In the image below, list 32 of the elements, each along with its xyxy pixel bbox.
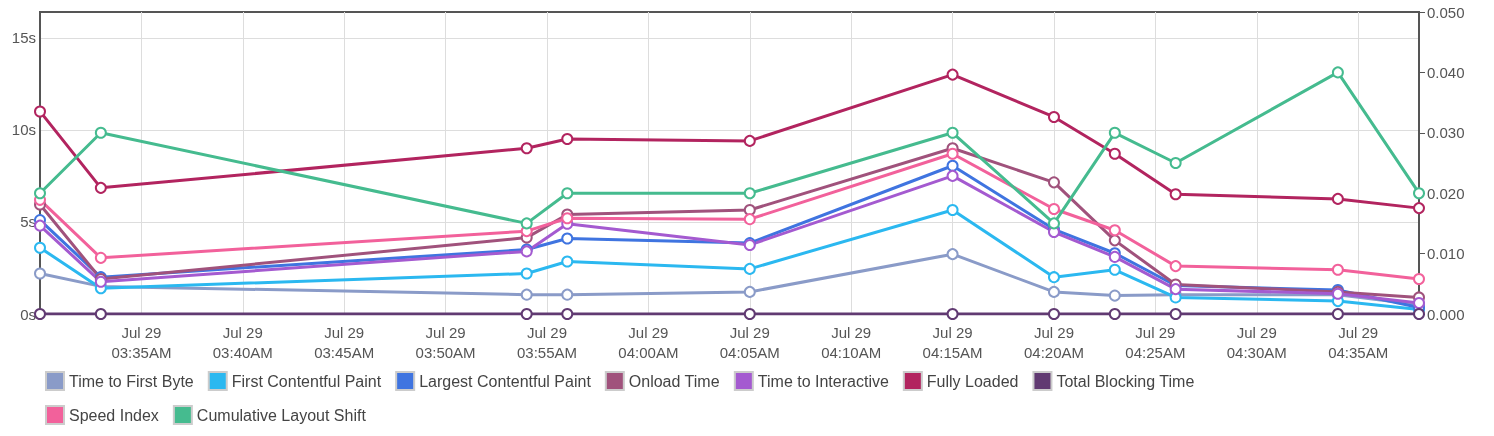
x-tick-label: Jul 29 04:25AM	[1125, 323, 1186, 361]
y-tick-label: 15s	[11, 29, 36, 47]
y-tick-label: 10s	[11, 121, 36, 139]
legend-label: Time to First Byte	[69, 372, 194, 390]
x-tick-label: Jul 29 04:15AM	[922, 323, 983, 361]
x-tick-label: Jul 29 03:45AM	[314, 323, 375, 361]
y-tick-label: 0s	[20, 305, 36, 323]
legend-label: Speed Index	[69, 406, 159, 424]
y-tick-label: 5s	[20, 213, 36, 231]
x-tick-label: Jul 29 04:30AM	[1226, 323, 1287, 361]
y2-tick-label: 0.000	[1427, 305, 1465, 323]
legend-label: Onload Time	[628, 372, 720, 390]
legend-label: Fully Loaded	[926, 372, 1019, 390]
y2-tick-label: 0.040	[1427, 63, 1465, 81]
y2-tick-label: 0.050	[1427, 3, 1465, 21]
x-tick-label: Jul 29 04:05AM	[719, 323, 780, 361]
y2-tick-label: 0.010	[1427, 245, 1465, 263]
x-tick-label: Jul 29 03:40AM	[212, 323, 273, 361]
y2-tick-label: 0.020	[1427, 184, 1465, 202]
x-tick-label: Jul 29 04:20AM	[1023, 323, 1084, 361]
x-tick-label: Jul 29 03:50AM	[415, 323, 476, 361]
legend-label: Total Blocking Time	[1056, 372, 1195, 390]
x-tick-label: Jul 29 04:10AM	[821, 323, 882, 361]
x-tick-label: Jul 29 04:00AM	[618, 323, 679, 361]
y2-tick-label: 0.030	[1427, 124, 1465, 142]
legend-label: Largest Contentful Paint	[419, 372, 592, 390]
x-tick-label: Jul 29 04:35AM	[1328, 323, 1389, 361]
legend-label: Time to Interactive	[757, 372, 889, 390]
legend-label: Cumulative Layout Shift	[196, 406, 367, 424]
x-tick-label: Jul 29 03:35AM	[111, 323, 172, 361]
x-tick-label: Jul 29 03:55AM	[516, 323, 578, 361]
legend-label: First Contentful Paint	[231, 372, 382, 390]
